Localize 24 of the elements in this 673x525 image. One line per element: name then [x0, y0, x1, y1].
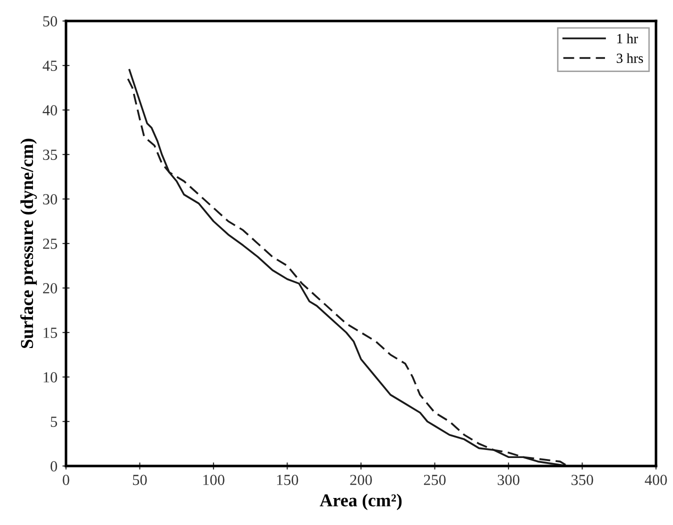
x-tick-label: 150 [277, 474, 298, 486]
y-tick-label: 35 [43, 150, 58, 160]
x-tick-label: 50 [133, 474, 147, 486]
x-tick-label: 100 [203, 474, 224, 486]
x-tick-label: 0 [62, 474, 70, 486]
x-tick-label: 400 [644, 474, 667, 486]
y-tick-label: 5 [50, 416, 58, 427]
y-tick-label: 45 [42, 60, 58, 71]
y-tick-label: 15 [44, 328, 58, 338]
x-tick-label: 300 [498, 474, 520, 486]
y-tick-label: 20 [43, 283, 58, 294]
y-tick-label: 50 [43, 16, 58, 26]
y-tick-label: 40 [42, 105, 58, 116]
x-axis-title: Area (cm²) [320, 494, 402, 510]
y-tick-label: 10 [44, 372, 58, 382]
y-axis-title: Surface pressure (dyne/cm) [20, 138, 37, 348]
x-tick-label: 350 [572, 474, 594, 486]
y-tick-label: 30 [43, 194, 58, 204]
x-tick-label: 250 [424, 474, 446, 486]
legend-label: 3 hrs [616, 53, 643, 63]
legend-label: 1 hr [617, 34, 638, 44]
y-tick-label: 25 [43, 238, 58, 249]
x-tick-label: 200 [350, 474, 372, 486]
y-tick-label: 0 [50, 461, 58, 472]
